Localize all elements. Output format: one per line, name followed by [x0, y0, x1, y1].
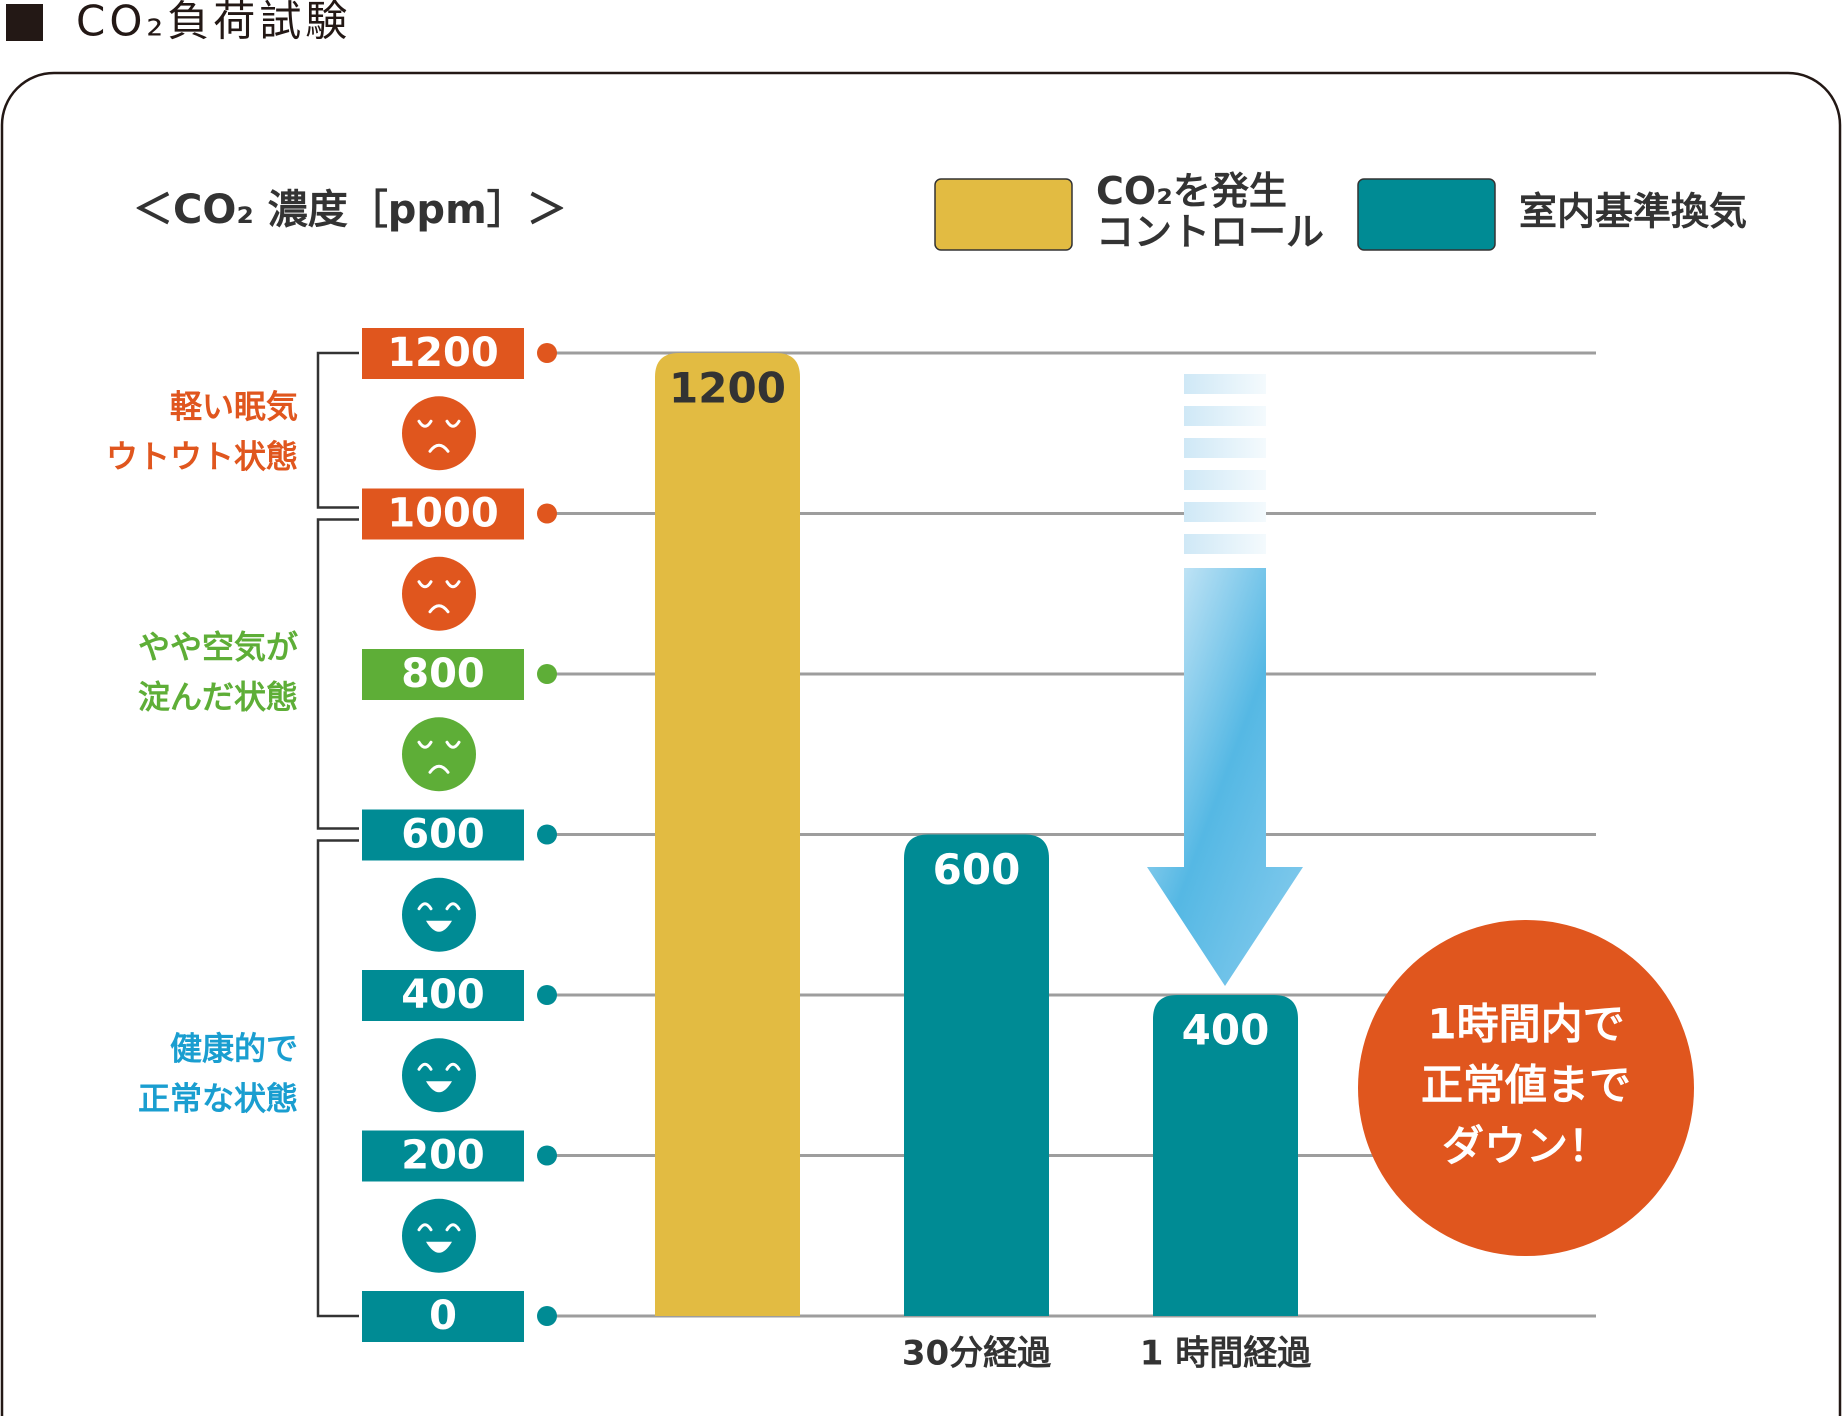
legend-swatch [1357, 178, 1496, 251]
callout-text: ダウン！ [1442, 1122, 1610, 1171]
face-eye [445, 580, 461, 589]
legend-swatch [934, 178, 1073, 251]
face-mouth [428, 764, 450, 774]
tick-dot [537, 503, 557, 524]
y-tick-label: 400 [401, 972, 485, 1018]
face-circle [402, 396, 476, 471]
bar-value-label: 400 [1182, 1006, 1270, 1055]
y-tick-label: 200 [401, 1133, 485, 1179]
panel [0, 71, 1842, 1416]
callout-text: 正常値まで [1421, 1061, 1631, 1110]
x-tick-label: 30分経過 [902, 1334, 1052, 1374]
face-mouth [428, 443, 450, 453]
y-tick-box [362, 1291, 524, 1342]
face [402, 1198, 476, 1273]
y-tick-label: 0 [429, 1293, 457, 1339]
face-eye [417, 740, 433, 749]
zone-bracket [316, 839, 359, 1318]
zone-label: やや空気が [138, 628, 298, 666]
tick-dot [537, 824, 557, 845]
y-tick-box [362, 1130, 524, 1182]
y-tick-box [362, 809, 524, 861]
y-tick-box [362, 328, 524, 379]
face [402, 396, 476, 471]
face-eye [417, 1223, 433, 1232]
face-mouth [426, 1241, 452, 1253]
face-eye [417, 580, 433, 589]
face [402, 556, 476, 631]
face-circle [402, 877, 476, 952]
face [402, 717, 476, 792]
face-eye [445, 1223, 461, 1232]
zone-label: 健康的で [170, 1029, 298, 1067]
callout-text: 1時間内で [1427, 1000, 1624, 1049]
face-mouth [428, 604, 450, 614]
bar-value-label: 600 [933, 845, 1021, 894]
y-tick-label: 600 [401, 812, 485, 858]
y-tick-box [362, 488, 524, 540]
face [402, 877, 476, 952]
y-tick-label: 1200 [387, 330, 498, 376]
callout-circle [1358, 920, 1694, 1256]
face-eye [417, 419, 433, 428]
legend-label: コントロール [1096, 210, 1324, 254]
bar [655, 353, 800, 1316]
face-mouth [426, 920, 452, 932]
bar [1153, 995, 1298, 1316]
face-eye [445, 419, 461, 428]
tick-dot [537, 1306, 557, 1326]
tick-dot [537, 1145, 557, 1166]
face-circle [402, 1038, 476, 1113]
face-circle [402, 556, 476, 631]
zone-label: 淀んだ状態 [138, 678, 298, 716]
face-eye [445, 740, 461, 749]
chart-subtitle: ＜CO₂ 濃度［ppm］＞ [133, 187, 567, 233]
tick-dot [537, 343, 557, 363]
bar [904, 834, 1049, 1316]
tick-dot [537, 985, 557, 1005]
page-title: CO₂負荷試験 [76, 0, 351, 46]
face-circle [402, 717, 476, 792]
face-eye [417, 1062, 433, 1071]
tick-dot [537, 664, 557, 684]
face-circle [402, 1198, 476, 1273]
face-eye [445, 1062, 461, 1071]
x-tick-label: 1 時間経過 [1140, 1334, 1312, 1374]
zone-bracket [316, 518, 359, 830]
zone-label: ウトウト状態 [106, 437, 298, 475]
legend-label: CO₂を発生 [1096, 169, 1287, 213]
zone-bracket [316, 351, 359, 509]
y-tick-box [362, 970, 524, 1021]
zone-label: 軽い眠気 [170, 387, 298, 425]
y-tick-box [362, 649, 524, 700]
y-tick-label: 1000 [387, 491, 498, 537]
y-tick-label: 800 [401, 651, 485, 697]
zone-label: 正常な状態 [138, 1079, 298, 1117]
down-arrow [1147, 374, 1303, 986]
face-mouth [426, 1081, 452, 1093]
face-eye [445, 902, 461, 911]
title-icon [6, 4, 43, 41]
face [402, 1038, 476, 1113]
legend-label: 室内基準換気 [1519, 190, 1747, 234]
face-eye [417, 902, 433, 911]
bar-value-label: 1200 [669, 364, 786, 413]
